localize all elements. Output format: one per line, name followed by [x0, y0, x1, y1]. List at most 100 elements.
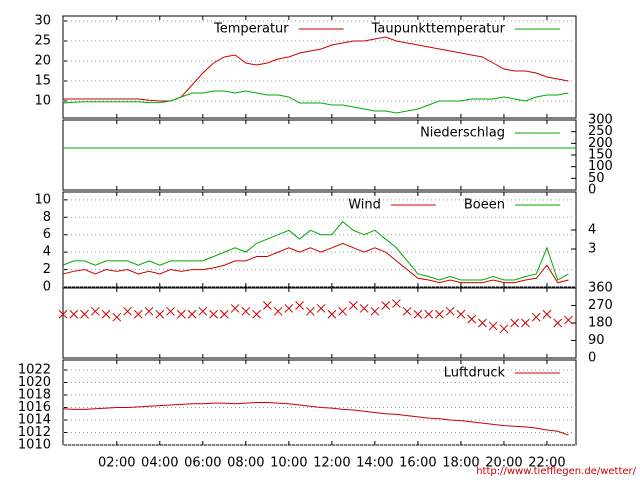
y-tick-label: 50 [588, 171, 605, 186]
y-tick-label: 100 [588, 159, 613, 174]
scatter-point [381, 301, 390, 310]
y-tick-label: 25 [34, 34, 51, 49]
scatter-point [58, 309, 68, 319]
y-tick-label: 1020 [18, 375, 51, 390]
y-tick-label: 0 [588, 351, 596, 366]
y-tick-label: 250 [588, 124, 613, 139]
scatter-point [306, 306, 315, 316]
series-line [62, 402, 569, 436]
scatter-point [435, 309, 444, 319]
scatter-point [564, 315, 573, 325]
scatter-point [370, 306, 380, 316]
legend-label: Luftdruck [444, 366, 506, 381]
legend-label: Wind [348, 198, 381, 213]
y-tick-label: 8 [43, 210, 51, 225]
scatter-point [209, 309, 218, 319]
x-tick-label: 10:00 [270, 456, 307, 471]
y-tick-label: 6 [43, 227, 51, 242]
y-tick-label: 0 [588, 183, 596, 198]
scatter-point [542, 309, 552, 319]
scatter-point [187, 309, 197, 319]
x-tick-label: 20:00 [485, 456, 522, 471]
y-tick-label: 300 [588, 113, 613, 128]
y-tick-label: 90 [588, 333, 605, 348]
scatter-point [101, 309, 111, 319]
series-line [63, 36, 569, 102]
scatter-point [219, 309, 229, 319]
legend-label: Temperatur [213, 22, 289, 37]
scatter-point [553, 318, 563, 328]
scatter-point [112, 312, 122, 322]
scatter-point [445, 306, 455, 316]
series-line [62, 242, 569, 284]
y-tick-label: 30 [34, 14, 51, 29]
x-tick-label: 02:00 [98, 456, 135, 471]
scatter-point [295, 301, 304, 310]
scatter-point [69, 309, 79, 319]
scatter-point [90, 306, 100, 316]
y-tick-label: 180 [588, 316, 613, 331]
x-tick-label: 14:00 [356, 456, 393, 471]
scatter-point [176, 309, 186, 319]
scatter-point [402, 306, 412, 316]
y-tick-label: 1022 [18, 363, 51, 378]
legend-label: Boeen [464, 198, 505, 213]
legend-label: Niederschlag [420, 126, 505, 141]
scatter-point [359, 304, 369, 313]
scatter-point [133, 309, 143, 319]
y2-tick-label: 4 [588, 223, 596, 238]
y-tick-label: 20 [34, 54, 51, 69]
scatter-point [241, 306, 251, 316]
y-tick-label: 1016 [18, 400, 51, 415]
x-tick-label: 16:00 [399, 456, 436, 471]
scatter-point [413, 309, 423, 319]
legend-label: Taupunkttemperatur [371, 22, 506, 37]
scatter-point [531, 312, 541, 322]
scatter-point [424, 309, 434, 319]
series-line [62, 220, 569, 281]
y-tick-label: 10 [34, 94, 51, 109]
scatter-point [488, 321, 498, 331]
panel-frame [62, 15, 577, 119]
scatter-point [273, 306, 283, 316]
scatter-point [510, 318, 520, 328]
scatter-point [252, 309, 261, 319]
y-tick-label: 10 [34, 192, 51, 207]
y-tick-label: 1012 [18, 425, 51, 440]
scatter-point [166, 306, 175, 316]
y-tick-label: 360 [588, 281, 613, 296]
scatter-point [327, 309, 337, 319]
y-tick-label: 150 [588, 148, 613, 163]
scatter-point [80, 309, 89, 319]
y-tick-label: 15 [34, 74, 51, 89]
x-tick-label: 22:00 [528, 456, 565, 471]
y-tick-label: 1014 [18, 413, 51, 428]
scatter-point [230, 304, 240, 313]
scatter-point [155, 309, 165, 319]
y-tick-label: 4 [43, 245, 51, 260]
scatter-point [456, 309, 466, 319]
scatter-point [349, 301, 358, 310]
y-tick-label: 200 [588, 136, 613, 151]
x-tick-label: 04:00 [141, 456, 178, 471]
x-tick-label: 18:00 [442, 456, 479, 471]
y-tick-label: 1018 [18, 388, 51, 403]
scatter-point [123, 306, 132, 316]
y-tick-label: 0 [43, 280, 51, 295]
footer-link: http://www.tiefflegen.de/wetter/ [476, 466, 636, 477]
y-tick-label: 1010 [18, 438, 51, 453]
scatter-point [338, 306, 347, 316]
scatter-point [316, 304, 326, 313]
scatter-point [144, 306, 154, 316]
series-line [62, 90, 569, 114]
scatter-point [284, 304, 294, 313]
scatter-point [262, 301, 272, 310]
y2-tick-label: 3 [588, 242, 596, 257]
scatter-point [392, 299, 401, 308]
scatter-point [478, 318, 487, 328]
scatter-point [499, 324, 509, 334]
x-tick-label: 12:00 [313, 456, 350, 471]
scatter-point [467, 314, 477, 324]
